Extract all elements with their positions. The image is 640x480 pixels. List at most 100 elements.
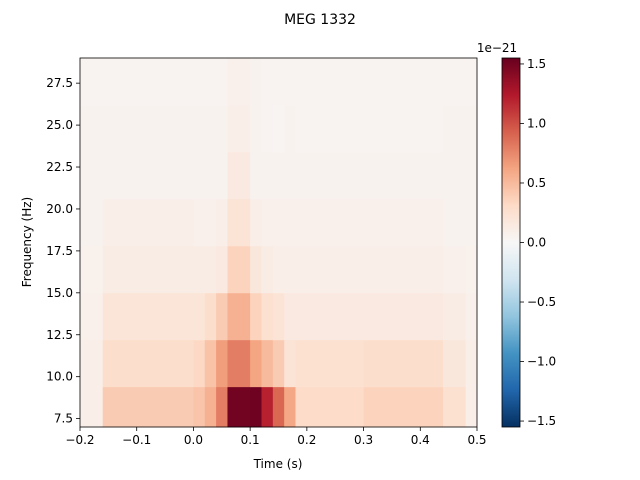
heatmap-cell xyxy=(272,292,285,341)
heatmap-cell xyxy=(80,292,104,341)
heatmap-cell xyxy=(250,386,262,428)
heatmap-cell xyxy=(272,339,285,388)
heatmap-cells xyxy=(80,58,478,428)
heatmap-cell xyxy=(80,386,104,428)
y-tick-label: 25.0 xyxy=(46,118,73,132)
heatmap-cell xyxy=(363,104,444,153)
heatmap-cell xyxy=(363,58,444,106)
heatmap-cell xyxy=(465,245,478,294)
heatmap-cell xyxy=(216,104,228,153)
heatmap-cell xyxy=(295,58,364,106)
colorbar-tick-label: 0.5 xyxy=(527,176,546,190)
heatmap-cell xyxy=(295,151,364,200)
colorbar-offset-label: 1e−21 xyxy=(477,41,517,55)
heatmap-cell xyxy=(442,198,467,247)
heatmap-cell xyxy=(261,104,274,153)
colorbar-ticks: −1.5 −1.0 −0.5 0.0 0.5 1.0 1.5 xyxy=(520,57,556,428)
colorbar-tick-label: 1.5 xyxy=(527,57,546,71)
heatmap-cell xyxy=(272,151,285,200)
heatmap-cell xyxy=(442,339,467,388)
heatmap-cell xyxy=(193,151,206,200)
heatmap-cell xyxy=(465,104,478,153)
heatmap-cell xyxy=(363,386,444,428)
heatmap-cell xyxy=(250,292,262,341)
heatmap-cell xyxy=(216,339,228,388)
heatmap-cell xyxy=(295,339,364,388)
x-axis-ticks: −0.2 −0.1 0.0 0.1 0.2 0.3 0.4 0.5 xyxy=(65,427,487,447)
x-tick-label: 0.5 xyxy=(467,433,486,447)
heatmap-cell xyxy=(80,198,104,247)
heatmap-cell xyxy=(216,386,228,428)
heatmap-cell xyxy=(272,386,285,428)
heatmap-cell xyxy=(272,104,285,153)
heatmap-cell xyxy=(193,386,206,428)
heatmap-cell xyxy=(295,245,364,294)
colorbar-tick-label: 1.0 xyxy=(527,116,546,130)
heatmap-cell xyxy=(295,292,364,341)
heatmap-cell xyxy=(227,292,251,341)
heatmap-cell xyxy=(227,386,251,428)
heatmap-cell xyxy=(465,58,478,106)
y-tick-label: 17.5 xyxy=(46,244,73,258)
heatmap-cell xyxy=(465,292,478,341)
heatmap-cell xyxy=(465,339,478,388)
heatmap-cell xyxy=(216,245,228,294)
plot-frame xyxy=(79,57,478,428)
heatmap-cell xyxy=(204,386,217,428)
heatmap-cell xyxy=(250,58,262,106)
heatmap-cell xyxy=(204,104,217,153)
y-tick-label: 27.5 xyxy=(46,76,73,90)
heatmap-cell xyxy=(227,339,251,388)
y-axis-ticks: 7.5 10.0 12.5 15.0 17.5 20.0 22.5 25.0 27.5 xyxy=(46,76,80,426)
x-tick-label: 0.2 xyxy=(297,433,316,447)
heatmap-cell xyxy=(80,245,104,294)
heatmap-cell xyxy=(442,386,467,428)
heatmap-cell xyxy=(284,245,296,294)
heatmap-cell xyxy=(102,104,194,153)
heatmap-cell xyxy=(250,339,262,388)
heatmap-cell xyxy=(261,198,274,247)
heatmap-cell xyxy=(250,151,262,200)
heatmap-cell xyxy=(295,198,364,247)
heatmap-cell xyxy=(193,58,206,106)
heatmap-cell xyxy=(363,339,444,388)
heatmap-cell xyxy=(80,58,104,106)
colorbar-tick-label: 0.0 xyxy=(527,236,546,250)
heatmap-cell xyxy=(363,198,444,247)
x-tick-label: 0.3 xyxy=(354,433,373,447)
x-axis-label: Time (s) xyxy=(253,457,303,471)
heatmap-cell xyxy=(216,58,228,106)
heatmap-cell xyxy=(80,151,104,200)
heatmap-cell xyxy=(216,198,228,247)
heatmap-cell xyxy=(284,339,296,388)
heatmap-cell xyxy=(204,245,217,294)
heatmap-cell xyxy=(227,58,251,106)
heatmap-cell xyxy=(295,104,364,153)
heatmap-cell xyxy=(284,151,296,200)
heatmap-cell xyxy=(250,198,262,247)
heatmap-cell xyxy=(442,245,467,294)
heatmap-cell xyxy=(250,245,262,294)
heatmap-cell xyxy=(204,151,217,200)
heatmap-cell xyxy=(465,198,478,247)
heatmap-cell xyxy=(227,104,251,153)
heatmap-cell xyxy=(442,58,467,106)
heatmap-cell xyxy=(261,58,274,106)
heatmap-cell xyxy=(227,198,251,247)
heatmap-cell xyxy=(204,339,217,388)
y-axis-label: Frequency (Hz) xyxy=(20,197,34,288)
x-tick-label: 0.4 xyxy=(411,433,430,447)
heatmap-cell xyxy=(261,386,274,428)
heatmap-cell xyxy=(193,339,206,388)
heatmap-cell xyxy=(80,339,104,388)
heatmap-cell xyxy=(284,58,296,106)
heatmap-cell xyxy=(80,104,104,153)
heatmap-cell xyxy=(193,245,206,294)
y-tick-label: 22.5 xyxy=(46,160,73,174)
heatmap-cell xyxy=(204,58,217,106)
heatmap-cell xyxy=(102,198,194,247)
heatmap-cell xyxy=(204,292,217,341)
heatmap-cell xyxy=(193,104,206,153)
heatmap-cell xyxy=(261,339,274,388)
colorbar-tick-label: −1.5 xyxy=(527,414,556,428)
